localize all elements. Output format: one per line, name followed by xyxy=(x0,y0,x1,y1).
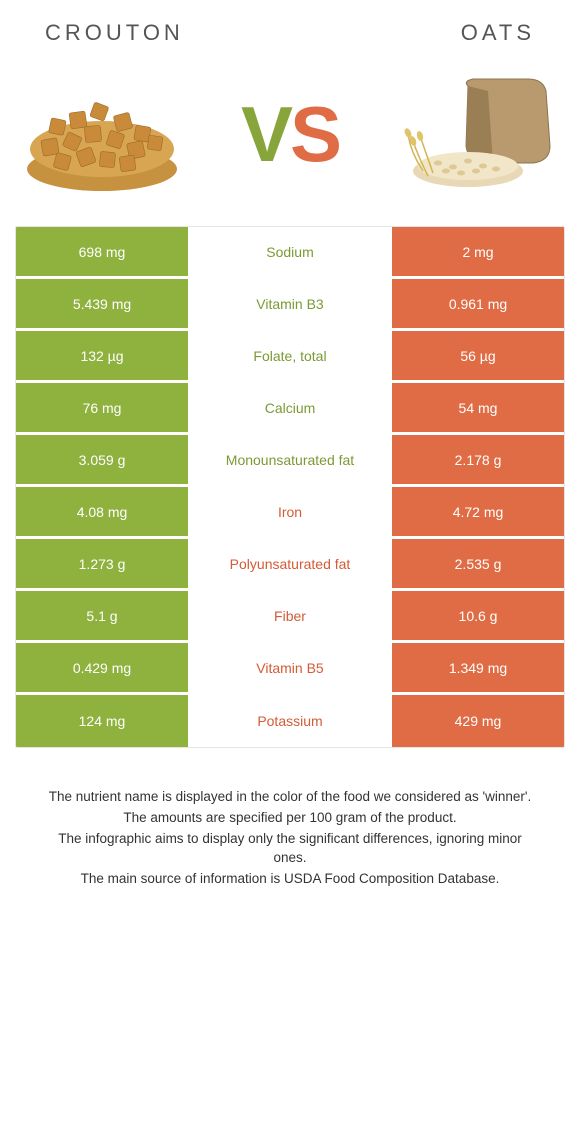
footer-line-4: The main source of information is USDA F… xyxy=(40,870,540,889)
oats-icon xyxy=(398,71,558,196)
left-value-cell: 132 µg xyxy=(16,331,191,380)
header-row: Crouton Oats xyxy=(15,20,565,71)
table-row: 0.429 mgVitamin B51.349 mg xyxy=(16,643,564,695)
left-value-cell: 3.059 g xyxy=(16,435,191,484)
food-right-title: Oats xyxy=(461,20,535,46)
right-value-cell: 429 mg xyxy=(389,695,564,747)
right-value-cell: 2.535 g xyxy=(389,539,564,588)
table-row: 132 µgFolate, total56 µg xyxy=(16,331,564,383)
right-value-cell: 10.6 g xyxy=(389,591,564,640)
footer-line-2: The amounts are specified per 100 gram o… xyxy=(40,809,540,828)
nutrient-name-cell: Sodium xyxy=(191,227,389,276)
nutrient-name-cell: Iron xyxy=(191,487,389,536)
right-value-cell: 2.178 g xyxy=(389,435,564,484)
oats-image xyxy=(395,71,560,196)
right-value-cell: 56 µg xyxy=(389,331,564,380)
left-value-cell: 4.08 mg xyxy=(16,487,191,536)
left-value-cell: 0.429 mg xyxy=(16,643,191,692)
left-value-cell: 698 mg xyxy=(16,227,191,276)
food-left-title: Crouton xyxy=(45,20,184,46)
nutrient-name-cell: Monounsaturated fat xyxy=(191,435,389,484)
table-row: 124 mgPotassium429 mg xyxy=(16,695,564,747)
footer-line-1: The nutrient name is displayed in the co… xyxy=(40,788,540,807)
right-value-cell: 0.961 mg xyxy=(389,279,564,328)
nutrient-name-cell: Vitamin B5 xyxy=(191,643,389,692)
left-value-cell: 5.1 g xyxy=(16,591,191,640)
right-value-cell: 1.349 mg xyxy=(389,643,564,692)
table-row: 4.08 mgIron4.72 mg xyxy=(16,487,564,539)
vs-letter-v: V xyxy=(241,90,290,178)
nutrient-name-cell: Folate, total xyxy=(191,331,389,380)
table-row: 3.059 gMonounsaturated fat2.178 g xyxy=(16,435,564,487)
vs-letter-s: S xyxy=(290,90,339,178)
table-row: 5.439 mgVitamin B30.961 mg xyxy=(16,279,564,331)
right-value-cell: 54 mg xyxy=(389,383,564,432)
nutrient-name-cell: Polyunsaturated fat xyxy=(191,539,389,588)
left-value-cell: 76 mg xyxy=(16,383,191,432)
table-row: 76 mgCalcium54 mg xyxy=(16,383,564,435)
infographic-container: Crouton Oats xyxy=(0,0,580,920)
footer-line-3: The infographic aims to display only the… xyxy=(40,830,540,868)
vs-label: VS xyxy=(241,95,339,173)
left-value-cell: 5.439 mg xyxy=(16,279,191,328)
right-value-cell: 4.72 mg xyxy=(389,487,564,536)
right-value-cell: 2 mg xyxy=(389,227,564,276)
crouton-image xyxy=(20,71,185,196)
footer-notes: The nutrient name is displayed in the co… xyxy=(15,748,565,900)
left-value-cell: 124 mg xyxy=(16,695,191,747)
table-row: 5.1 gFiber10.6 g xyxy=(16,591,564,643)
table-row: 1.273 gPolyunsaturated fat2.535 g xyxy=(16,539,564,591)
images-row: VS xyxy=(15,71,565,226)
nutrient-name-cell: Calcium xyxy=(191,383,389,432)
table-row: 698 mgSodium2 mg xyxy=(16,227,564,279)
nutrient-name-cell: Vitamin B3 xyxy=(191,279,389,328)
nutrient-table: 698 mgSodium2 mg5.439 mgVitamin B30.961 … xyxy=(15,226,565,748)
left-value-cell: 1.273 g xyxy=(16,539,191,588)
nutrient-name-cell: Potassium xyxy=(191,695,389,747)
crouton-icon xyxy=(20,74,185,194)
nutrient-name-cell: Fiber xyxy=(191,591,389,640)
